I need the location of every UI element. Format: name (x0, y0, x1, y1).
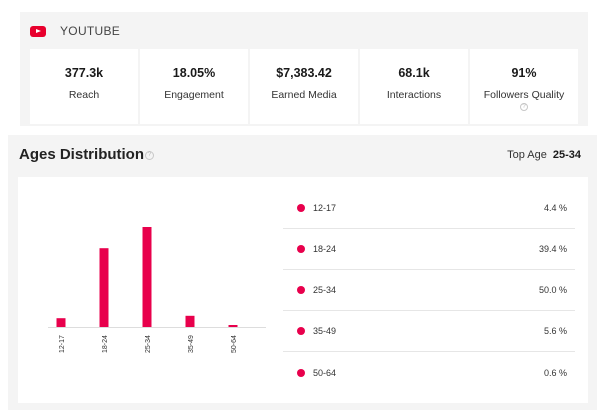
ages-distribution-section: Ages Distribution ? Top Age 25-34 12-17 18… (8, 135, 597, 410)
legend-label: 25-34 (313, 285, 337, 295)
help-icon[interactable]: ? (145, 151, 154, 160)
youtube-logo-icon (30, 25, 46, 37)
stat-value: 91% (511, 66, 537, 80)
chart-tick-label: 12-17 (59, 335, 66, 353)
stat-label: Followers Quality (483, 89, 565, 101)
chart-bar-50-64[interactable] (228, 325, 238, 327)
chart-tick-label: 50-64 (231, 335, 238, 353)
legend-row: 50-64 0.6 % (283, 352, 575, 393)
stat-interactions: 68.1k Interactions (360, 49, 468, 124)
stat-followers-quality: 91% Followers Quality ? (470, 49, 578, 124)
stat-value: 68.1k (398, 66, 430, 80)
legend-label: 18-24 (313, 244, 337, 254)
top-age-value: 25-34 (552, 149, 581, 161)
legend-row: 12-17 4.4 % (283, 188, 575, 229)
legend-value: 39.4 % (538, 244, 567, 254)
legend-value: 5.6 % (543, 326, 567, 336)
stat-label: Earned Media (271, 89, 337, 101)
ages-distribution-title: Ages Distribution (19, 146, 145, 163)
legend-dot-icon (297, 245, 305, 253)
chart-tick-label: 18-24 (102, 335, 109, 353)
stat-engagement: 18.05% Engagement (140, 49, 248, 124)
chart-bar-35-49[interactable] (185, 315, 195, 327)
stats-row: 377.3k Reach 18.05% Engagement $7,383.42… (30, 49, 578, 124)
legend-label: 35-49 (313, 326, 337, 336)
stat-value: 18.05% (172, 66, 216, 80)
chart-tick-label: 25-34 (145, 335, 152, 353)
legend-dot-icon (297, 204, 305, 212)
chart-bar-25-34[interactable] (142, 227, 152, 327)
top-age: Top Age 25-34 (507, 149, 581, 161)
youtube-header: YOUTUBE (30, 18, 120, 44)
stat-label: Reach (68, 89, 100, 101)
legend-dot-icon (297, 368, 305, 377)
youtube-title: YOUTUBE (60, 24, 121, 38)
stat-label: Interactions (386, 89, 442, 101)
help-icon[interactable]: ? (520, 103, 528, 111)
legend-value: 4.4 % (543, 203, 567, 213)
stat-label: Engagement (164, 89, 224, 101)
legend-label: 50-64 (313, 367, 337, 378)
stat-earned-media: $7,383.42 Earned Media (250, 49, 358, 124)
legend-row: 35-49 5.6 % (283, 311, 575, 352)
stat-value: 377.3k (64, 66, 104, 80)
ages-panel: 12-17 18-24 25-34 35-49 50-64 12-17 4.4 % 18… (18, 177, 588, 403)
legend-dot-icon (297, 327, 305, 335)
ages-bar-chart: 12-17 18-24 25-34 35-49 50-64 (48, 227, 266, 353)
youtube-stats-card: YOUTUBE 377.3k Reach 18.05% Engagement $… (20, 12, 588, 126)
chart-bar-18-24[interactable] (99, 248, 109, 327)
legend-row: 25-34 50.0 % (283, 270, 575, 311)
stat-value: $7,383.42 (276, 66, 332, 80)
legend-row: 18-24 39.4 % (283, 229, 575, 270)
stat-reach: 377.3k Reach (30, 49, 138, 124)
top-age-label: Top Age (507, 149, 547, 161)
chart-bar-12-17[interactable] (56, 318, 66, 327)
legend-value: 0.6 % (543, 367, 567, 378)
legend-label: 12-17 (313, 203, 337, 213)
legend-dot-icon (297, 286, 305, 294)
ages-legend: 12-17 4.4 % 18-24 39.4 % 25-34 50.0 % 35… (283, 188, 575, 393)
legend-value: 50.0 % (538, 285, 567, 295)
chart-tick-label: 35-49 (188, 335, 195, 353)
